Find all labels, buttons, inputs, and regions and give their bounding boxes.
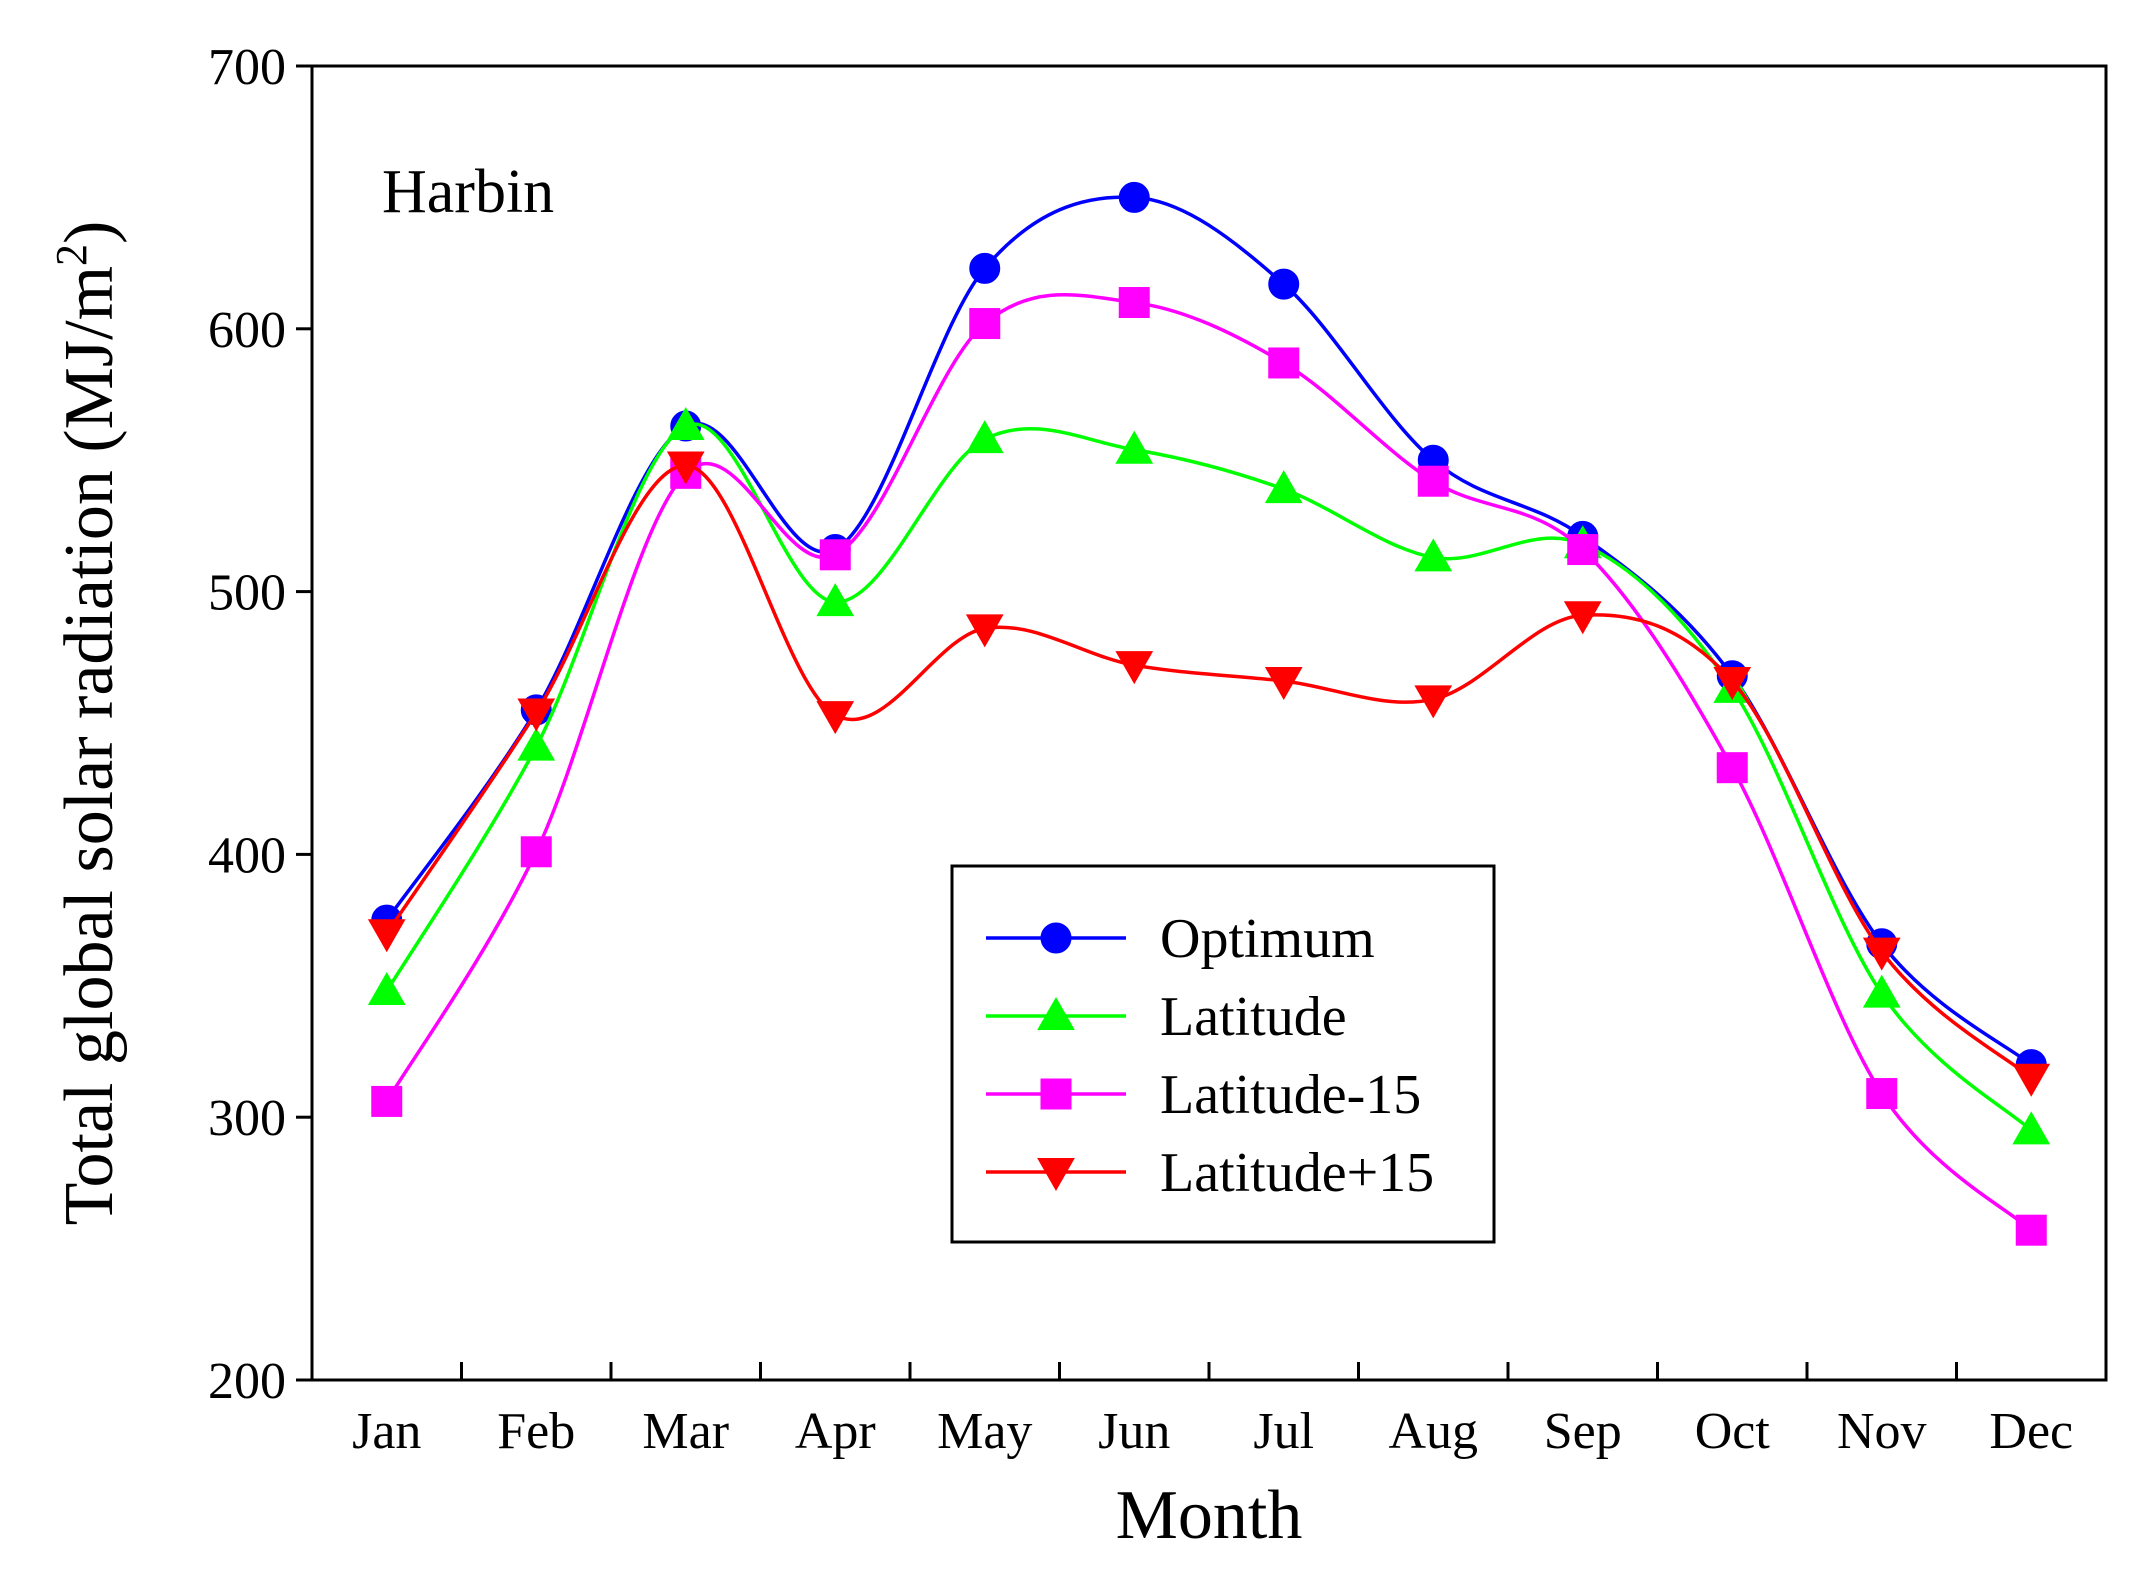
point-latitudeplus15-mar <box>666 451 705 485</box>
legend-label-latitude: Latitude <box>1160 986 1347 1048</box>
y-tick-label-700: 700 <box>208 39 286 96</box>
point-latitudeplus15-dec <box>2012 1063 2051 1097</box>
legend-box <box>950 864 1496 1244</box>
point-latitudeplus15-may <box>965 614 1004 648</box>
point-latitude-15-may <box>969 308 1001 340</box>
legend-label-latitudeplus15: Latitude+15 <box>1160 1142 1434 1204</box>
point-latitudeplus15-oct <box>1713 666 1752 700</box>
point-latitude-15-oct <box>1716 752 1748 784</box>
y-axis-title-main: Total global solar radiation (MJ/m <box>51 266 128 1225</box>
point-latitudeplus15-aug <box>1414 685 1453 719</box>
axis-layer: 200 300 400 500 600 700 Jan Feb Mar Apr May Jun Jul A… <box>208 39 2073 1460</box>
y-tick-label-600: 600 <box>208 302 286 359</box>
y-tick-label-500: 500 <box>208 565 286 622</box>
point-latitudeplus15-jun <box>1115 651 1154 685</box>
point-optimum-may <box>969 252 1001 284</box>
point-latitudeplus15-feb <box>517 698 556 732</box>
x-tick-label-dec: Dec <box>1989 1403 2073 1460</box>
point-latitude-may <box>965 420 1004 454</box>
y-axis-title-superscript: 2 <box>47 244 96 266</box>
point-latitude-15-dec <box>2015 1214 2047 1246</box>
point-latitude-15-sep <box>1567 534 1599 566</box>
series-layer <box>367 181 2051 1246</box>
legend-marker-latitude-15 <box>1040 1078 1072 1110</box>
point-latitudeplus15-nov <box>1862 937 1901 971</box>
series-line-latitude-15 <box>385 292 2033 1232</box>
y-axis-title-close: ) <box>51 221 128 244</box>
point-latitude-15-jul <box>1268 347 1300 379</box>
legend-label-latitude-15: Latitude-15 <box>1160 1064 1421 1126</box>
legend-marker-latitude <box>1037 996 1075 1030</box>
legend-label-optimum: Optimum <box>1160 908 1375 970</box>
point-latitude-aug <box>1414 538 1453 572</box>
point-latitude-jun <box>1115 430 1154 464</box>
x-tick-label-jul: Jul <box>1253 1403 1314 1460</box>
legend-marker-latitudeplus15 <box>1037 1158 1075 1192</box>
series-line-latitudeplus15 <box>385 463 2033 1080</box>
point-latitudeplus15-jul <box>1264 666 1303 700</box>
point-latitude-15-jun <box>1118 287 1150 319</box>
x-tick-label-jan: Jan <box>352 1403 421 1460</box>
x-tick-label-jun: Jun <box>1098 1403 1170 1460</box>
point-latitudeplus15-jan <box>367 919 406 953</box>
point-optimum-jul <box>1268 268 1300 300</box>
point-latitude-apr <box>816 583 855 617</box>
y-tick-label-200: 200 <box>208 1353 286 1410</box>
series-latitude-15 <box>371 287 2047 1246</box>
point-latitude-dec <box>2012 1111 2051 1145</box>
x-tick-label-oct: Oct <box>1695 1403 1771 1460</box>
point-latitudeplus15-sep <box>1563 601 1602 635</box>
x-tick-label-sep: Sep <box>1544 1403 1622 1460</box>
annotation-label: Harbin <box>382 158 554 226</box>
y-axis-title: Total global solar radiation (MJ/m2) <box>47 221 128 1226</box>
series-line-latitude <box>385 422 2033 1132</box>
point-latitude-jan <box>367 972 406 1006</box>
x-tick-label-mar: Mar <box>642 1403 729 1460</box>
y-tick-label-400: 400 <box>208 827 286 884</box>
legend-marker-optimum <box>1040 922 1072 954</box>
x-axis-title: Month <box>1116 1477 1303 1554</box>
legend: Optimum Latitude Latitude-15 Latitude+15 <box>950 864 1496 1244</box>
point-latitude-15-aug <box>1417 465 1449 497</box>
x-tick-label-apr: Apr <box>795 1403 876 1460</box>
series-latitude <box>367 407 2051 1145</box>
x-tick-label-nov: Nov <box>1837 1403 1927 1460</box>
point-latitudeplus15-apr <box>816 701 855 735</box>
x-tick-label-aug: Aug <box>1388 1403 1478 1460</box>
point-latitude-nov <box>1862 974 1901 1008</box>
point-latitude-15-jan <box>371 1085 403 1117</box>
x-tick-label-may: May <box>937 1403 1032 1460</box>
point-latitude-jul <box>1264 470 1303 504</box>
point-optimum-jun <box>1118 181 1150 213</box>
point-latitude-15-feb <box>520 836 552 868</box>
point-latitude-mar <box>666 407 705 441</box>
series-latitudeplus15 <box>367 451 2051 1097</box>
x-tick-label-feb: Feb <box>497 1403 575 1460</box>
point-latitude-15-nov <box>1866 1078 1898 1110</box>
y-tick-label-300: 300 <box>208 1090 286 1147</box>
point-latitude-15-apr <box>819 539 851 571</box>
point-latitude-feb <box>517 727 556 761</box>
